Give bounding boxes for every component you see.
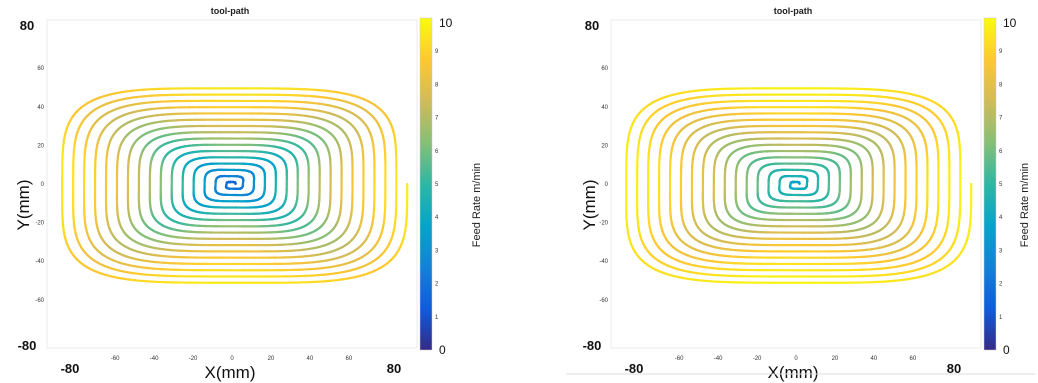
plot-area: [46, 19, 418, 349]
tool-path-spiral: [61, 87, 409, 284]
chart-title: tool-path: [211, 6, 250, 16]
tool-path-chart-left: tool-path -60 -40 -20 0 20 40 60 6040200-20-40…: [14, 6, 483, 382]
